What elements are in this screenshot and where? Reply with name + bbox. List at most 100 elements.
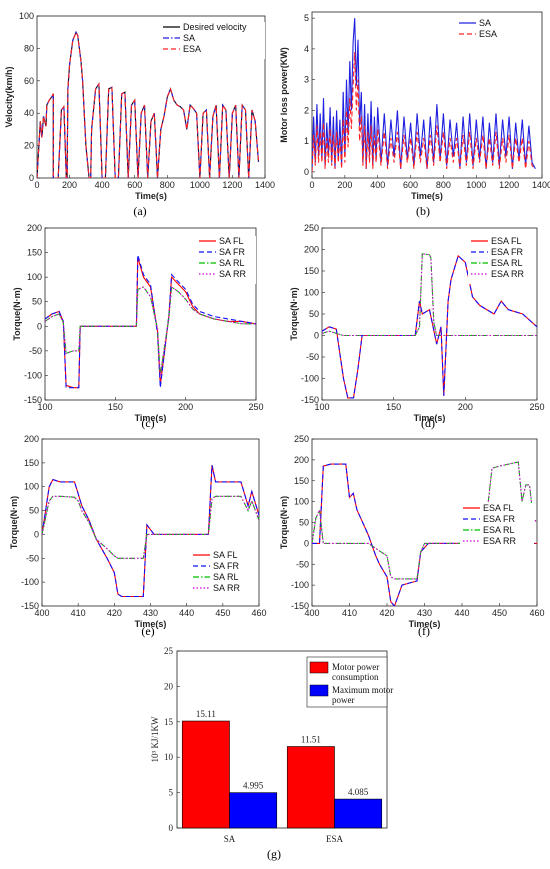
y-tick-label: -100	[301, 374, 319, 384]
chart-panel-c: 100 150 200 250 -150 -100 -50 0 50 100 150 200 Time(…	[12, 223, 264, 430]
series-line-esa-rl	[322, 253, 537, 337]
legend-label: ESA	[479, 29, 497, 39]
x-tick-label: 100	[314, 402, 329, 412]
y-tick-label: -100	[24, 370, 42, 380]
x-tick-label: 250	[529, 402, 544, 412]
y-tick-label: 60	[24, 76, 34, 86]
chart-panel-g: 0 5 10 15 20 25 10³ KJ/1KW 15.11 4.995 SA 11.51 4.0…	[150, 646, 393, 861]
x-tick-label: 800	[160, 180, 175, 190]
x-tick-label: 400	[370, 180, 385, 190]
x-category-label: ESA	[326, 834, 344, 844]
y-axis-label: Torque(N·m)	[12, 287, 22, 340]
x-tick-label: 200	[178, 402, 193, 412]
legend-label: SA RR	[213, 583, 241, 593]
y-tick-label: 0	[34, 529, 39, 539]
y-tick-label: 0	[314, 331, 319, 341]
x-tick-label: 460	[529, 608, 544, 618]
bar-value-label: 11.51	[301, 735, 321, 745]
legend-box	[190, 550, 256, 598]
panel-caption: (e)	[141, 624, 154, 638]
bar-value-label: 4.085	[348, 787, 369, 797]
legend-label: SA FL	[219, 236, 244, 246]
x-tick-label: 420	[107, 608, 122, 618]
y-tick-label: 200	[24, 434, 39, 444]
x-tick-label: 600	[127, 180, 142, 190]
y-tick-label: 50	[309, 309, 319, 319]
y-tick-label: 50	[32, 297, 42, 307]
y-axis-label: Torque(N·m)	[289, 287, 299, 340]
legend-box	[468, 236, 536, 284]
legend-label: SA	[479, 18, 491, 28]
y-tick-label: 100	[27, 272, 42, 282]
y-tick-label: -50	[26, 553, 39, 563]
y-tick-label: 0	[304, 167, 309, 177]
x-tick-label: 430	[143, 608, 158, 618]
x-tick-label: 150	[386, 402, 401, 412]
x-tick-label: 440	[179, 608, 194, 618]
y-tick-label: 20	[24, 141, 34, 151]
x-tick-label: 1200	[222, 180, 242, 190]
legend-label: Maximum motor	[332, 685, 393, 695]
y-tick-label: 0	[304, 538, 309, 548]
x-tick-label: 1000	[190, 180, 210, 190]
panel-caption: (g)	[267, 847, 281, 861]
x-tick-label: 400	[304, 608, 319, 618]
y-tick-label: 100	[304, 288, 319, 298]
y-tick-label: -150	[291, 601, 309, 611]
series-line-esa-fr	[312, 463, 537, 606]
series-line-sa-fr	[42, 465, 259, 598]
y-tick-label: 1	[304, 136, 309, 146]
x-tick-label: 410	[342, 608, 357, 618]
x-tick-label: 400	[34, 608, 49, 618]
legend-label: SA RL	[213, 572, 239, 582]
y-tick-label: 5	[304, 13, 309, 23]
legend-label: ESA RL	[491, 258, 523, 268]
panel-caption: (d)	[421, 416, 435, 430]
x-axis-label: Time(s)	[409, 619, 441, 629]
series-line-esa-rr	[322, 253, 537, 337]
x-tick-label: 460	[251, 608, 266, 618]
legend-label: power	[332, 695, 355, 705]
x-tick-label: 430	[417, 608, 432, 618]
y-tick-label: -50	[29, 346, 42, 356]
legend-label: SA RR	[219, 269, 247, 279]
bar-sa-0	[181, 720, 230, 829]
y-tick-label: 50	[299, 518, 309, 528]
x-tick-label: 1400	[255, 180, 275, 190]
chart-panel-a: 0 200 400 600 800 1000 1200 1400 0 20 40 60 80 100 Tim…	[4, 11, 275, 218]
chart-panel-e: 400 410 420 430 440 450 460 -150 -100 -50 0 50 100 15…	[9, 434, 267, 638]
x-tick-label: 200	[337, 180, 352, 190]
x-tick-label: 410	[71, 608, 86, 618]
series-line-sa	[312, 18, 536, 172]
x-tick-label: 800	[436, 180, 451, 190]
y-tick-label: 20	[164, 681, 174, 691]
series-line-esa	[312, 51, 536, 172]
y-tick-label: 250	[294, 434, 309, 444]
legend-label: consumption	[332, 672, 379, 682]
y-tick-label: 15	[164, 717, 174, 727]
y-axis-label: 10³ KJ/1KW	[150, 716, 160, 762]
y-tick-label: -100	[21, 577, 39, 587]
x-tick-label: 420	[379, 608, 394, 618]
x-tick-label: 440	[454, 608, 469, 618]
legend-label: Motor power	[332, 662, 379, 672]
y-tick-label: 0	[169, 823, 174, 833]
panel-caption: (a)	[133, 204, 146, 218]
chart-panel-b: 0 200 400 600 800 1000 1200 1400 0 1 2 3 4 5 Time(s) Mo…	[279, 11, 550, 218]
bar-esa-1	[334, 798, 383, 829]
x-tick-label: 100	[37, 402, 52, 412]
x-category-label: SA	[224, 834, 236, 844]
legend-box	[196, 236, 256, 284]
y-tick-label: -50	[306, 352, 319, 362]
bar-sa-1	[229, 792, 278, 829]
legend-swatch	[309, 684, 329, 697]
y-tick-label: 150	[294, 476, 309, 486]
x-tick-label: 600	[403, 180, 418, 190]
x-axis-label: Time(s)	[135, 619, 167, 629]
legend-label: ESA FR	[491, 247, 524, 257]
